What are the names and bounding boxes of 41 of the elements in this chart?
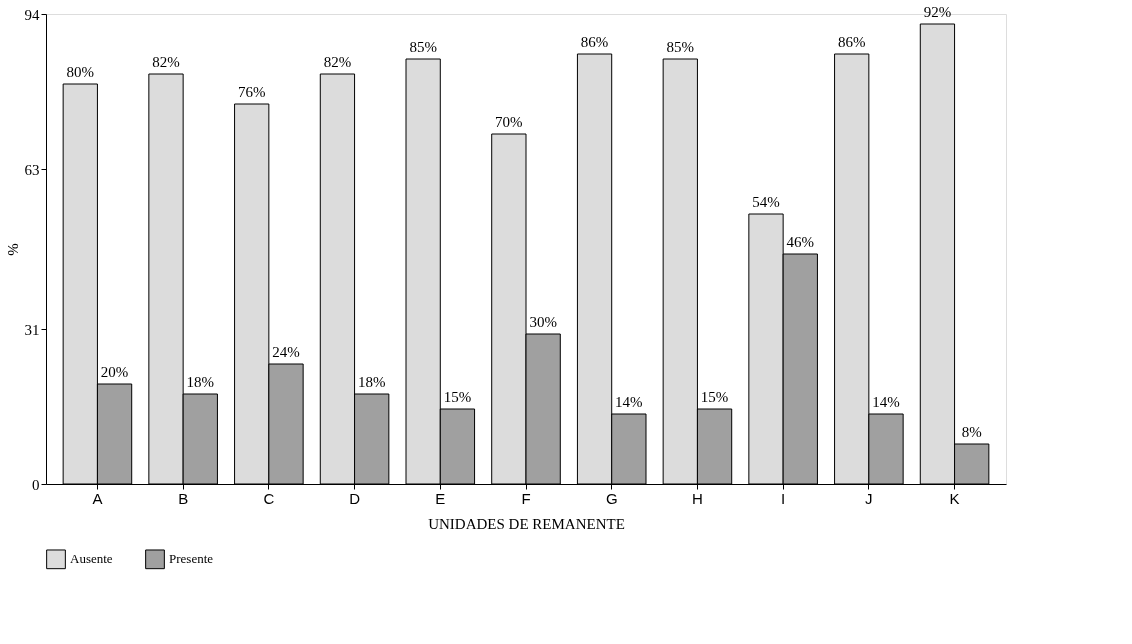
legend-label: Presente: [169, 551, 214, 567]
data-label: 82%: [323, 54, 352, 70]
data-label: 20%: [100, 364, 129, 380]
y-tick-label: 63: [24, 161, 40, 178]
x-tick-label: G: [605, 489, 618, 507]
data-label: 46%: [786, 234, 815, 250]
data-label: 24%: [272, 344, 300, 360]
data-label: 8%: [961, 424, 982, 440]
x-tick-label: A: [92, 489, 103, 507]
data-label: 86%: [837, 34, 866, 50]
x-tick-label: F: [521, 489, 531, 507]
data-label: 54%: [752, 194, 780, 210]
data-label: 85%: [666, 39, 695, 55]
x-tick-label: D: [349, 489, 361, 507]
data-label: 86%: [580, 34, 609, 50]
y-tick-label: 94: [24, 6, 40, 23]
data-label: 14%: [615, 394, 643, 410]
data-label: 14%: [872, 394, 900, 410]
y-axis-title: %: [4, 243, 21, 256]
x-tick-label: J: [865, 489, 873, 507]
x-tick-label: K: [949, 489, 960, 507]
data-label: 92%: [923, 4, 952, 20]
data-label: 15%: [700, 389, 729, 405]
data-label: 18%: [186, 374, 215, 390]
data-label: 76%: [237, 84, 266, 100]
data-label: 15%: [443, 389, 472, 405]
x-axis-title: UNIDADES DE REMANENTE: [428, 515, 625, 532]
x-tick-label: B: [178, 489, 189, 507]
y-tick-label: 0: [32, 476, 40, 493]
data-label: 70%: [495, 114, 523, 130]
x-tick-label: H: [692, 489, 703, 507]
legend-label: Ausente: [70, 551, 113, 567]
data-label: 30%: [529, 314, 557, 330]
data-label: 85%: [409, 39, 437, 55]
data-label: 82%: [152, 54, 180, 70]
data-label: 80%: [66, 64, 95, 80]
x-tick-label: E: [435, 489, 446, 507]
x-tick-label: C: [263, 489, 275, 507]
data-label: 18%: [357, 374, 386, 390]
x-tick-label: I: [781, 489, 786, 507]
y-tick-label: 31: [24, 321, 40, 338]
